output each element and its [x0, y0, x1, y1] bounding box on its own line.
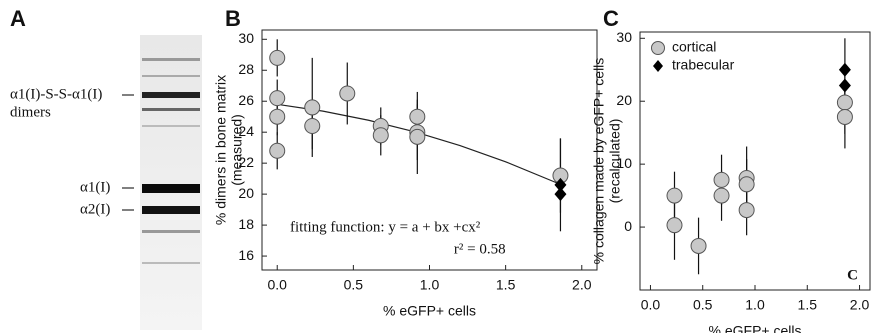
x-tick-label: 0.5	[693, 297, 713, 313]
panel-label: B	[225, 6, 241, 31]
gel-label: dimers	[10, 104, 51, 120]
x-tick-label: 1.0	[420, 277, 440, 293]
x-axis-label: % eGFP+ cells	[383, 303, 476, 319]
circle-point	[305, 100, 320, 115]
circle-point	[305, 119, 320, 134]
y-tick-label: 0	[624, 218, 632, 234]
circle-point	[667, 218, 682, 233]
circle-point	[739, 203, 754, 218]
diamond-point	[554, 187, 566, 201]
circle-point	[410, 129, 425, 144]
x-tick-label: 1.0	[745, 297, 765, 313]
y-tick-label: 30	[238, 30, 254, 46]
gel	[122, 35, 202, 330]
y-tick-label: 30	[616, 29, 632, 45]
circle-point	[270, 91, 285, 106]
annotation: C	[847, 267, 858, 283]
panel-label: A	[10, 6, 26, 31]
annotation: r² = 0.58	[454, 241, 506, 257]
page: {"gel": {"panel_label": "A", "labels": […	[0, 0, 875, 333]
circle-point	[340, 86, 355, 101]
gel-label: α1(I)	[80, 179, 110, 195]
diamond-point	[839, 78, 851, 92]
circle-point	[270, 109, 285, 124]
gel-label: α2(I)	[80, 201, 110, 217]
x-tick-label: 1.5	[798, 297, 818, 313]
y-tick-label: 26	[238, 92, 254, 108]
y-tick-label: 18	[238, 216, 254, 232]
y-tick-label: 28	[238, 61, 254, 77]
circle-point	[410, 109, 425, 124]
y-tick-label: 20	[238, 185, 254, 201]
x-tick-label: 2.0	[850, 297, 870, 313]
x-tick-label: 0.0	[267, 277, 287, 293]
figure: A α1(I)-S-S-α1(I) dimers α1(I) α2(I) B 0.…	[0, 0, 875, 333]
y-tick-label: 20	[616, 92, 632, 108]
circle-point	[667, 188, 682, 203]
x-tick-label: 2.0	[572, 277, 592, 293]
y-axis-label: (recalculated)	[607, 119, 623, 204]
circle-point	[837, 109, 852, 124]
legend-marker	[652, 42, 665, 55]
y-axis-label: % collagen made by eGFP+ cells	[591, 58, 607, 265]
legend-label: cortical	[672, 39, 716, 55]
y-axis-label: (measured)	[229, 114, 245, 186]
x-tick-label: 0.0	[641, 297, 661, 313]
x-axis-label: % eGFP+ cells	[709, 323, 802, 333]
legend-label: trabecular	[672, 57, 735, 73]
y-axis-label: % dimers in bone matrix	[213, 75, 229, 225]
circle-point	[270, 50, 285, 65]
circle-point	[691, 238, 706, 253]
y-tick-label: 16	[238, 247, 254, 263]
circle-point	[714, 172, 729, 187]
circle-point	[373, 128, 388, 143]
diamond-point	[839, 63, 851, 77]
gel-label: α1(I)-S-S-α1(I)	[10, 86, 102, 102]
panel-label: C	[603, 6, 619, 31]
x-tick-label: 0.5	[344, 277, 364, 293]
legend-marker	[653, 60, 663, 72]
circle-point	[739, 177, 754, 192]
circle-point	[837, 95, 852, 110]
x-tick-label: 1.5	[496, 277, 516, 293]
circle-point	[714, 188, 729, 203]
annotation: fitting function: y = a + bx +cx²	[290, 220, 481, 236]
circle-point	[270, 143, 285, 158]
